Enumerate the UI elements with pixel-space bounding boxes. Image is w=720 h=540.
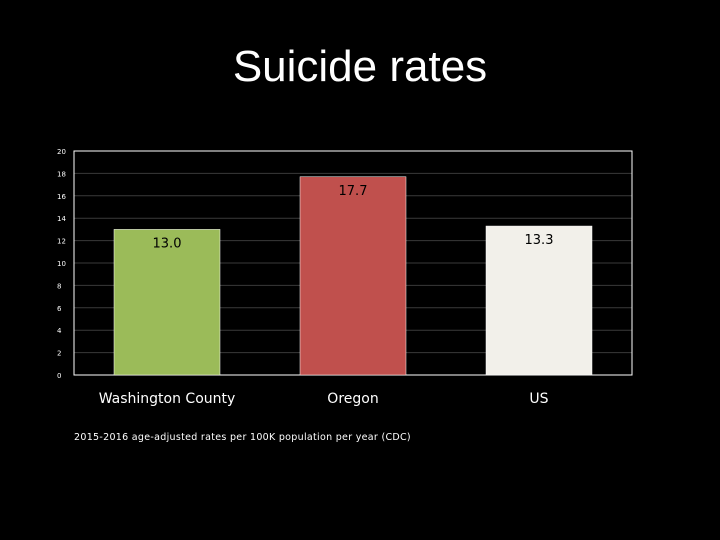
y-tick-label: 2 (57, 350, 61, 358)
y-tick-label: 6 (57, 305, 62, 313)
y-tick-label: 4 (57, 327, 62, 335)
y-tick-label: 14 (57, 215, 66, 223)
bar (113, 229, 221, 376)
bar (299, 176, 407, 376)
bar (485, 225, 593, 376)
data-label: 17.7 (339, 184, 368, 199)
y-tick-label: 16 (57, 193, 66, 201)
y-tick-label: 0 (57, 372, 61, 380)
y-tick-label: 8 (57, 282, 61, 290)
data-label: 13.0 (153, 236, 182, 251)
data-label: 13.3 (525, 233, 554, 248)
category-label: Washington County (99, 391, 236, 407)
y-tick-label: 10 (57, 260, 66, 268)
slide-title: Suicide rates (232, 42, 488, 91)
category-label: Oregon (327, 391, 378, 407)
y-tick-label: 20 (57, 148, 66, 156)
y-tick-label: 12 (57, 238, 66, 246)
footnote: 2015-2016 age-adjusted rates per 100K po… (74, 432, 411, 443)
y-tick-label: 18 (57, 170, 66, 178)
category-label: US (529, 391, 548, 407)
